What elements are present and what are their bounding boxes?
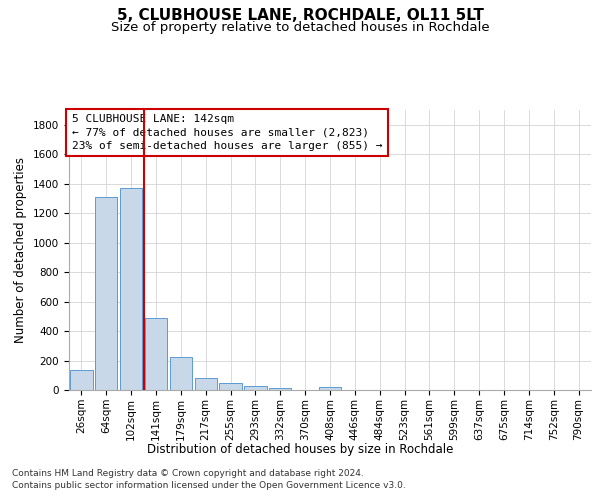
Bar	[220, 384, 242, 390]
Text: Distribution of detached houses by size in Rochdale: Distribution of detached houses by size …	[147, 442, 453, 456]
Text: 5 CLUBHOUSE LANE: 142sqm
← 77% of detached houses are smaller (2,823)
23% of sem: 5 CLUBHOUSE LANE: 142sqm ← 77% of detach…	[71, 114, 382, 150]
Y-axis label: Number of detached properties: Number of detached properties	[14, 157, 28, 343]
Text: Size of property relative to detached houses in Rochdale: Size of property relative to detached ho…	[110, 21, 490, 34]
Bar	[145, 318, 167, 390]
Text: Contains HM Land Registry data © Crown copyright and database right 2024.: Contains HM Land Registry data © Crown c…	[12, 469, 364, 478]
Bar	[269, 388, 292, 390]
Bar	[319, 387, 341, 390]
Bar	[120, 188, 142, 390]
Bar	[244, 386, 266, 390]
Text: 5, CLUBHOUSE LANE, ROCHDALE, OL11 5LT: 5, CLUBHOUSE LANE, ROCHDALE, OL11 5LT	[116, 8, 484, 22]
Bar	[194, 378, 217, 390]
Text: Contains public sector information licensed under the Open Government Licence v3: Contains public sector information licen…	[12, 481, 406, 490]
Bar	[95, 197, 118, 390]
Bar	[170, 357, 192, 390]
Bar	[70, 370, 92, 390]
